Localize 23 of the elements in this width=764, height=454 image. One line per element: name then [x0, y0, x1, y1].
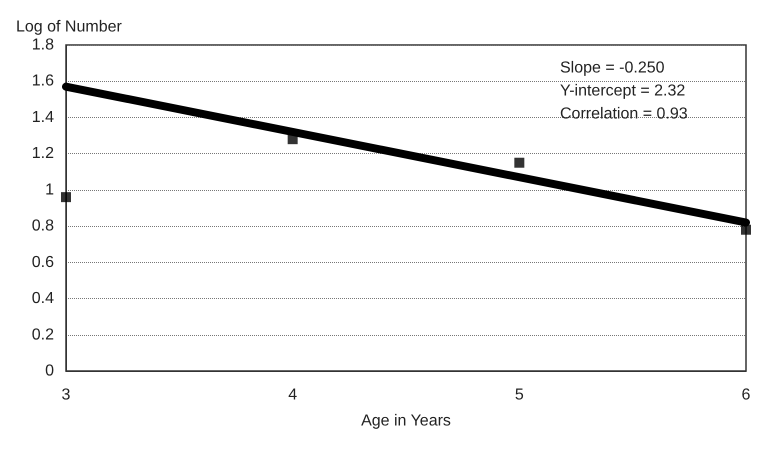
y-axis-title: Log of Number	[16, 18, 123, 36]
x-axis-title: Age in Years	[361, 412, 451, 430]
y-tick-label: 0	[45, 362, 54, 380]
y-tick-label: 0.2	[32, 326, 54, 344]
y-tick-label: 1.6	[32, 72, 54, 90]
y-tick-label: 0.6	[32, 254, 54, 271]
y-tick-label: 1	[45, 181, 54, 198]
x-tick-label: 4	[288, 386, 298, 404]
y-tick-label: 1.4	[32, 108, 54, 126]
x-tick-label: 6	[742, 386, 751, 404]
y-tick-label: 0.4	[32, 290, 54, 308]
annotation: Y-intercept = 2.32	[560, 82, 686, 100]
point	[288, 134, 298, 144]
point	[741, 224, 751, 235]
x-tick-label: 3	[62, 386, 71, 404]
x-tick-label: 5	[514, 386, 524, 404]
annotation: Correlation = 0.93	[560, 106, 688, 122]
y-tick-label: 0.8	[32, 218, 54, 235]
point	[61, 192, 71, 202]
point	[514, 158, 524, 168]
annotation: Slope = -0.250	[560, 60, 665, 76]
y-tick-label: 1.8	[32, 36, 54, 54]
y-tick-label: 1.2	[32, 145, 54, 162]
